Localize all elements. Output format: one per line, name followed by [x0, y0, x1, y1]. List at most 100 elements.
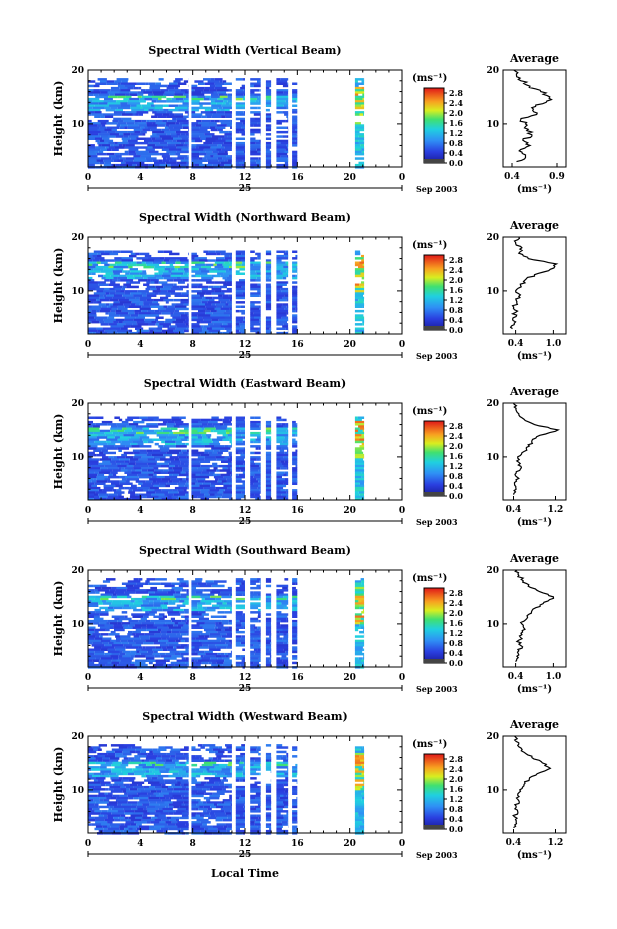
heatmap-cell: [220, 122, 232, 125]
heatmap-cell: [214, 803, 218, 806]
heatmap-cell: [109, 292, 116, 295]
heatmap-cell: [147, 146, 153, 149]
heatmap-cell: [124, 429, 133, 433]
x-tick-label: 0: [85, 340, 91, 350]
heatmap-cell: [188, 755, 189, 758]
heatmap-cell: [100, 122, 107, 125]
heatmap-cell: [197, 434, 202, 437]
heatmap-cell: [119, 799, 128, 802]
heatmap-cell: [125, 265, 129, 269]
heatmap-cell: [257, 637, 261, 640]
heatmap-cell: [226, 281, 232, 284]
heatmap-cell: [257, 639, 261, 643]
heatmap-cell: [112, 657, 119, 660]
heatmap-cell: [265, 124, 270, 127]
heatmap-cell: [126, 589, 135, 592]
heatmap-cell: [276, 314, 287, 317]
heatmap-cell: [282, 628, 289, 632]
heatmap-cell: [93, 779, 98, 782]
heatmap-cell: [209, 788, 223, 791]
heatmap-cell: [199, 163, 204, 167]
heatmap-cell: [250, 469, 259, 472]
heatmap-cell: [235, 456, 245, 459]
heatmap-cell: [184, 270, 189, 273]
heatmap-cell: [170, 478, 180, 481]
heatmap-cell: [148, 489, 155, 492]
heatmap-cell: [123, 434, 135, 437]
heatmap-cell: [111, 812, 125, 815]
heatmap-cell: [136, 648, 142, 651]
heatmap-cell: [235, 442, 245, 446]
heatmap-cell: [362, 657, 365, 660]
heatmap-cell: [169, 456, 179, 459]
heatmap-cell: [121, 768, 133, 771]
heatmap-cell: [250, 801, 261, 804]
heatmap-cell: [163, 829, 168, 833]
heatmap-cell: [129, 486, 138, 490]
heatmap-cell: [250, 475, 254, 479]
heatmap-cell: [120, 124, 128, 127]
heatmap-cell: [159, 821, 166, 824]
heatmap-cell: [133, 578, 139, 581]
heatmap-cell: [88, 495, 94, 499]
heatmap-cell: [276, 416, 282, 419]
heatmap-cell: [154, 489, 162, 492]
heatmap-cell: [167, 327, 176, 330]
heatmap-cell: [235, 146, 245, 149]
heatmap-cell: [156, 133, 167, 136]
heatmap-cell: [137, 486, 150, 490]
heatmap-cell: [88, 287, 96, 291]
heatmap-cell: [150, 312, 162, 315]
heatmap-cell: [292, 497, 298, 501]
heatmap-cell: [191, 327, 203, 330]
heatmap-cell: [94, 115, 101, 118]
heatmap-cell: [265, 95, 272, 99]
heatmap-cell: [176, 659, 189, 662]
heatmap-cell: [231, 595, 232, 599]
heatmap-cell: [206, 163, 213, 167]
heatmap-cell: [201, 471, 210, 474]
heatmap-cell: [286, 639, 289, 643]
heatmap-cell: [177, 155, 188, 158]
heatmap-cell: [287, 146, 289, 149]
heatmap-cell: [254, 821, 261, 824]
heatmap-cell: [280, 78, 289, 81]
heatmap-cell: [208, 250, 216, 253]
heatmap-cell: [254, 451, 261, 455]
heatmap-cell: [187, 135, 189, 138]
heatmap-cell: [191, 630, 203, 634]
heatmap-cell: [158, 418, 172, 422]
heatmap-cell: [354, 257, 364, 260]
heatmap-cell: [276, 633, 284, 636]
heatmap-cell: [154, 655, 161, 658]
heatmap-cell: [181, 794, 185, 798]
heatmap-cell: [111, 796, 117, 800]
heatmap-cell: [88, 135, 101, 138]
heatmap-cell: [88, 639, 101, 643]
heatmap-cell: [125, 93, 130, 96]
heatmap-cell: [170, 314, 181, 317]
heatmap-cell: [198, 152, 207, 156]
heatmap-cell: [276, 615, 288, 618]
heatmap-cell: [221, 779, 228, 782]
heatmap-cell: [108, 135, 116, 138]
heatmap-cell: [123, 325, 131, 328]
heatmap-cell: [225, 790, 230, 793]
heatmap-cell: [145, 774, 150, 778]
heatmap-cell: [292, 163, 298, 167]
heatmap-cell: [198, 420, 209, 424]
heatmap-cell: [250, 431, 260, 435]
heatmap-cell: [183, 93, 189, 96]
heatmap-cell: [191, 252, 197, 256]
heatmap-cell: [241, 331, 245, 335]
heatmap-cell: [259, 628, 261, 632]
heatmap-cell: [128, 624, 135, 627]
heatmap-cell: [215, 84, 223, 88]
y-tick-label: 20: [71, 399, 84, 409]
heatmap-cell: [88, 263, 93, 267]
heatmap-cell: [354, 586, 365, 590]
heatmap-cell: [224, 456, 230, 459]
heatmap-cell: [265, 462, 272, 466]
heatmap-cell: [88, 812, 101, 815]
heatmap-cell: [88, 597, 95, 601]
